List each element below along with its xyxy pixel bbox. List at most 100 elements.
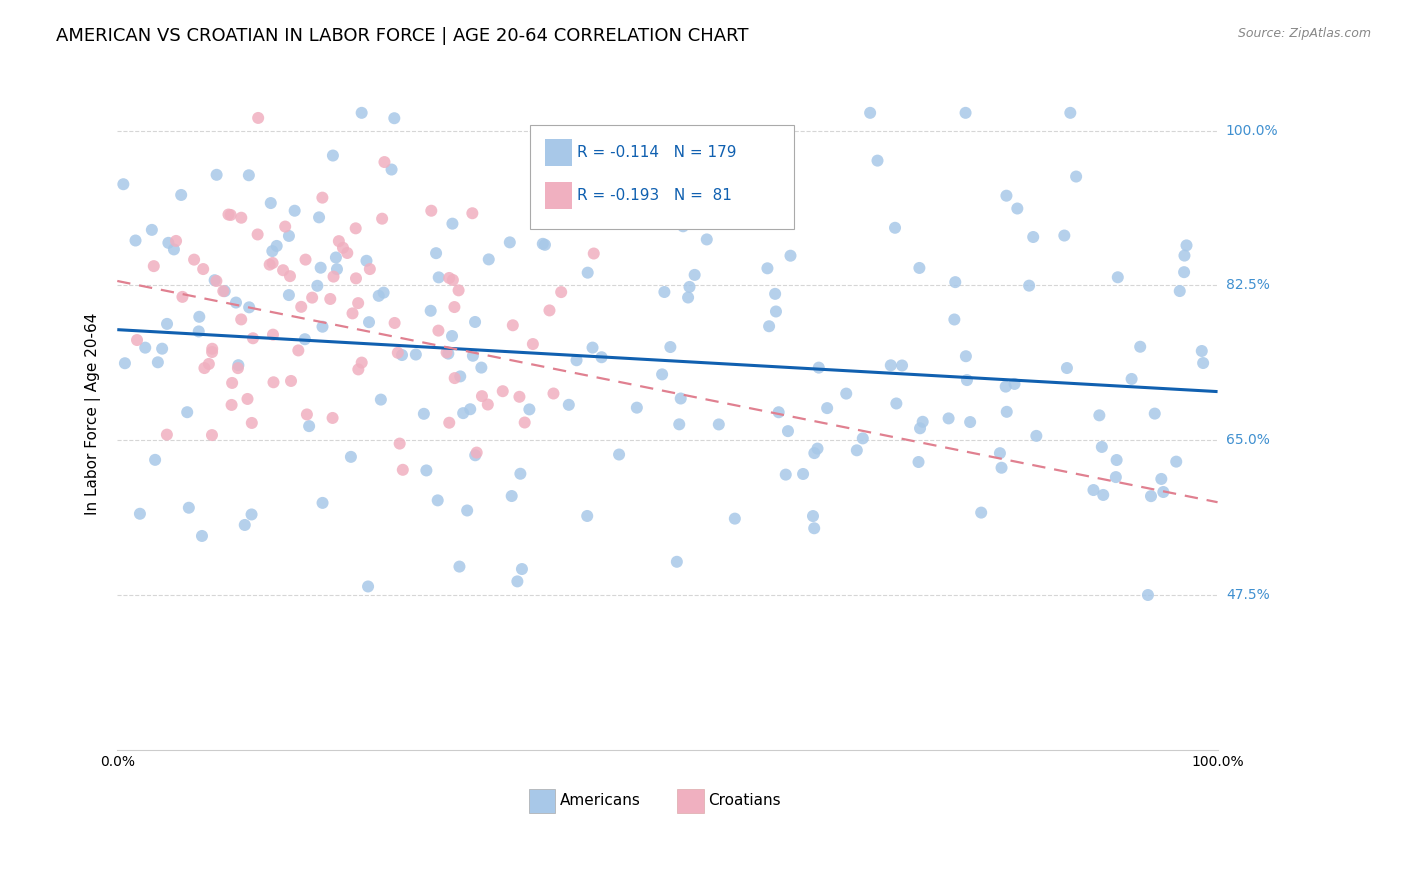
Point — [205, 168, 228, 182]
Point — [124, 234, 146, 248]
Point — [191, 529, 214, 543]
Point — [294, 252, 316, 267]
Point — [415, 463, 437, 477]
Point — [449, 369, 471, 384]
Point — [756, 261, 779, 276]
Point — [699, 152, 721, 166]
Point — [336, 246, 359, 260]
Point — [441, 217, 464, 231]
Point — [884, 220, 907, 235]
Point — [231, 312, 253, 326]
Point — [290, 300, 312, 314]
Point — [1150, 472, 1173, 486]
FancyBboxPatch shape — [546, 182, 572, 209]
Point — [458, 402, 481, 417]
Point — [471, 389, 494, 403]
Point — [278, 228, 301, 243]
Point — [419, 303, 441, 318]
Point — [238, 168, 260, 182]
Point — [449, 559, 471, 574]
Point — [990, 460, 1012, 475]
Point — [356, 253, 378, 268]
Point — [988, 446, 1011, 460]
Point — [807, 360, 830, 375]
Point — [531, 236, 554, 251]
Point — [447, 284, 470, 298]
Point — [550, 285, 572, 299]
Point — [995, 188, 1018, 202]
Point — [384, 316, 406, 330]
FancyBboxPatch shape — [529, 789, 555, 814]
Text: Americans: Americans — [560, 793, 641, 808]
Point — [204, 273, 226, 287]
Point — [436, 345, 458, 359]
Point — [201, 342, 224, 356]
Point — [835, 386, 858, 401]
Point — [994, 379, 1017, 393]
Point — [405, 347, 427, 361]
Point — [440, 329, 463, 343]
Point — [676, 291, 699, 305]
Point — [420, 203, 443, 218]
Point — [238, 301, 260, 315]
Point — [112, 178, 135, 192]
Point — [311, 319, 333, 334]
Point — [1173, 249, 1195, 263]
Point — [451, 406, 474, 420]
Point — [669, 392, 692, 406]
Point — [218, 208, 240, 222]
Point — [294, 332, 316, 346]
Point — [141, 223, 163, 237]
Point — [956, 373, 979, 387]
Text: 82.5%: 82.5% — [1226, 278, 1270, 293]
Point — [591, 350, 613, 364]
Point — [263, 376, 285, 390]
Point — [768, 405, 790, 419]
Point — [644, 197, 666, 211]
Point — [301, 291, 323, 305]
Point — [1059, 105, 1081, 120]
Point — [1105, 470, 1128, 484]
Point — [443, 371, 465, 385]
Point — [340, 450, 363, 464]
Point — [373, 155, 395, 169]
Point — [359, 262, 381, 277]
Point — [443, 300, 465, 314]
Point — [683, 268, 706, 282]
FancyBboxPatch shape — [678, 789, 704, 814]
Point — [326, 262, 349, 277]
Point — [792, 467, 814, 481]
Point — [347, 362, 370, 376]
Point — [1088, 409, 1111, 423]
Point — [259, 258, 281, 272]
Point — [1092, 488, 1115, 502]
Point — [247, 111, 270, 125]
Point — [176, 405, 198, 419]
Point — [519, 402, 541, 417]
Point — [201, 345, 224, 359]
Point — [1129, 340, 1152, 354]
Point — [1152, 485, 1174, 500]
Point — [1166, 455, 1188, 469]
Point — [129, 507, 152, 521]
Point — [891, 359, 914, 373]
Point — [233, 518, 256, 533]
Point — [156, 427, 179, 442]
Point — [508, 390, 530, 404]
Point — [319, 292, 342, 306]
FancyBboxPatch shape — [546, 139, 572, 166]
Point — [959, 415, 981, 429]
Point — [650, 153, 672, 167]
Point — [461, 206, 484, 220]
Point — [543, 386, 565, 401]
Point — [1018, 278, 1040, 293]
Point — [815, 401, 838, 416]
Point — [427, 324, 450, 338]
Point — [1136, 588, 1159, 602]
Point — [866, 153, 889, 168]
Text: Croatians: Croatians — [709, 793, 780, 808]
Point — [607, 448, 630, 462]
Point — [492, 384, 515, 399]
Point — [437, 346, 460, 360]
Point — [779, 249, 801, 263]
